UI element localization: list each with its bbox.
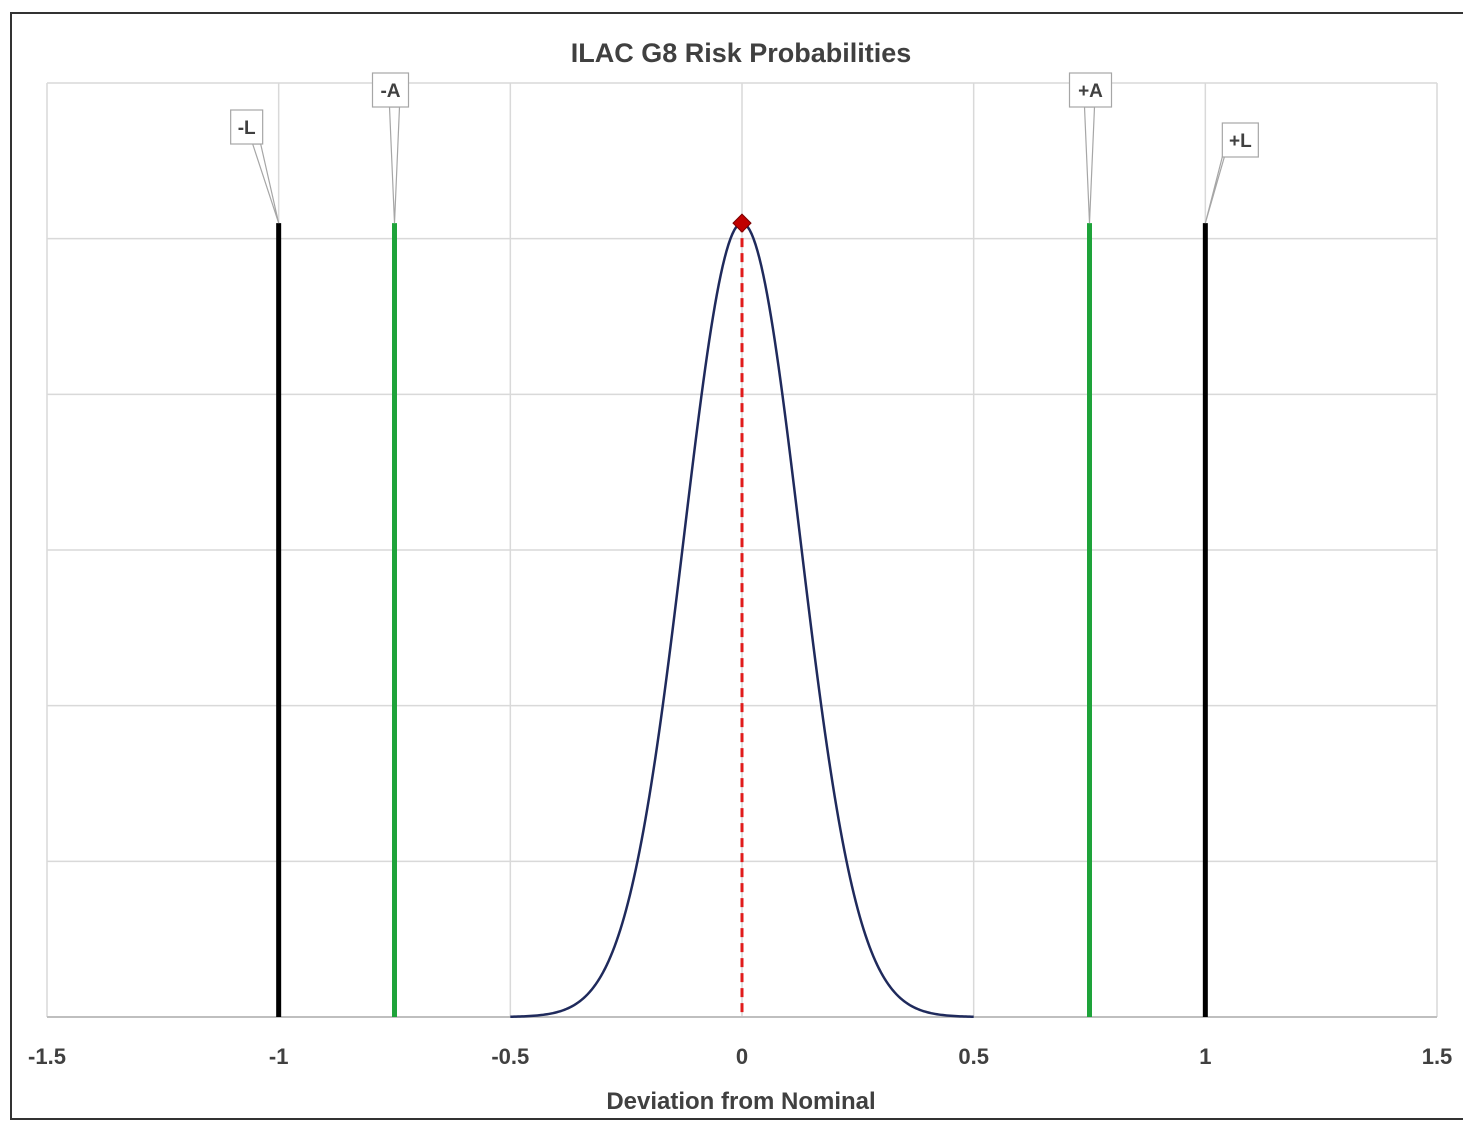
- limit-lines-layer: -L -A +A +L: [230, 72, 1259, 1017]
- callout-pointer: [1083, 106, 1096, 224]
- callout-+L: +L: [1204, 122, 1259, 224]
- distribution-layer: [510, 213, 974, 1018]
- callout--A: -A: [371, 72, 410, 224]
- x-tick-labels: -1.5 -1 -0.5 0 0.5 1 1.5: [28, 1044, 1452, 1069]
- callout-pointer: [251, 143, 280, 224]
- x-tick-label: -1.5: [28, 1044, 66, 1069]
- x-tick-label: 0.5: [958, 1044, 989, 1069]
- chart-title: ILAC G8 Risk Probabilities: [571, 38, 912, 68]
- callout-box: [230, 109, 264, 145]
- callout--L: -L: [230, 109, 280, 224]
- x-tick-label: 0: [736, 1044, 748, 1069]
- callout-box: [1068, 72, 1113, 108]
- x-tick-label: -1: [269, 1044, 289, 1069]
- callout-box: [371, 72, 410, 108]
- callout-pointer: [388, 106, 401, 224]
- chart-frame: [10, 12, 1463, 1120]
- x-tick-label: 1.5: [1422, 1044, 1453, 1069]
- callout-+A: +A: [1068, 72, 1113, 224]
- x-tick-label: 1: [1199, 1044, 1211, 1069]
- callout-box: [1221, 122, 1259, 158]
- x-tick-label: -0.5: [491, 1044, 529, 1069]
- callout-label: -A: [380, 81, 400, 102]
- x-axis-label: Deviation from Nominal: [606, 1088, 875, 1115]
- callout-pointer: [1204, 148, 1225, 224]
- mean-marker: [732, 213, 752, 233]
- callout-label: +L: [1229, 131, 1252, 152]
- callout-label: +A: [1078, 81, 1103, 102]
- callout-label: -L: [238, 118, 256, 139]
